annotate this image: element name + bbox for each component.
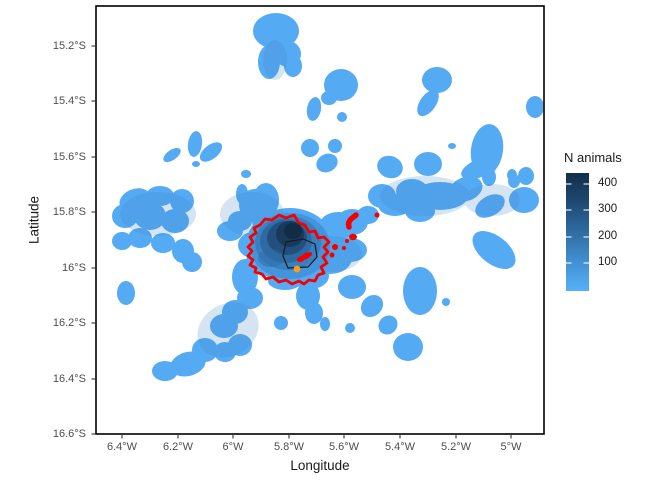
red-contour-fragments: [329, 212, 380, 258]
x-tick-label: 5.6°W: [328, 441, 360, 453]
observer-point: [293, 265, 301, 273]
inner-red-patches: [296, 252, 312, 262]
legend-tick-label: 200: [598, 230, 618, 242]
legend-tick-label: 300: [598, 203, 618, 215]
panel-border: [95, 5, 545, 435]
red-density-contour: [246, 213, 331, 286]
y-axis-tick-marks: [91, 45, 96, 435]
legend-tick-label: 100: [598, 256, 618, 268]
legend-title: N animals: [564, 150, 622, 165]
y-axis-title: Latitude: [26, 195, 42, 245]
x-axis-title: Longitude: [290, 458, 350, 473]
y-tick-label: 16.6°S: [52, 428, 86, 440]
x-tick-label: 6.2°W: [162, 441, 194, 453]
density-core-gradient: [250, 213, 330, 279]
x-tick-label: 6°W: [222, 441, 244, 453]
core-area-polygon: [282, 238, 318, 269]
y-tick-label: 15.8°S: [52, 206, 86, 218]
x-tick-label: 5.4°W: [384, 441, 416, 453]
y-tick-label: 16.2°S: [52, 317, 86, 329]
x-tick-label: 6.4°W: [106, 441, 138, 453]
y-tick-label: 16.4°S: [52, 373, 86, 385]
legend-colorbar: [566, 173, 589, 291]
x-tick-label: 5°W: [500, 441, 522, 453]
x-tick-label: 5.2°W: [440, 441, 472, 453]
y-tick-label: 15.2°S: [52, 40, 86, 52]
y-tick-label: 15.4°S: [52, 95, 86, 107]
x-tick-label: 5.8°W: [273, 441, 305, 453]
legend-tick-label: 400: [598, 177, 618, 189]
x-axis-tick-marks: [121, 434, 512, 439]
y-tick-label: 15.6°S: [52, 151, 86, 163]
y-tick-label: 16°S: [62, 262, 86, 274]
